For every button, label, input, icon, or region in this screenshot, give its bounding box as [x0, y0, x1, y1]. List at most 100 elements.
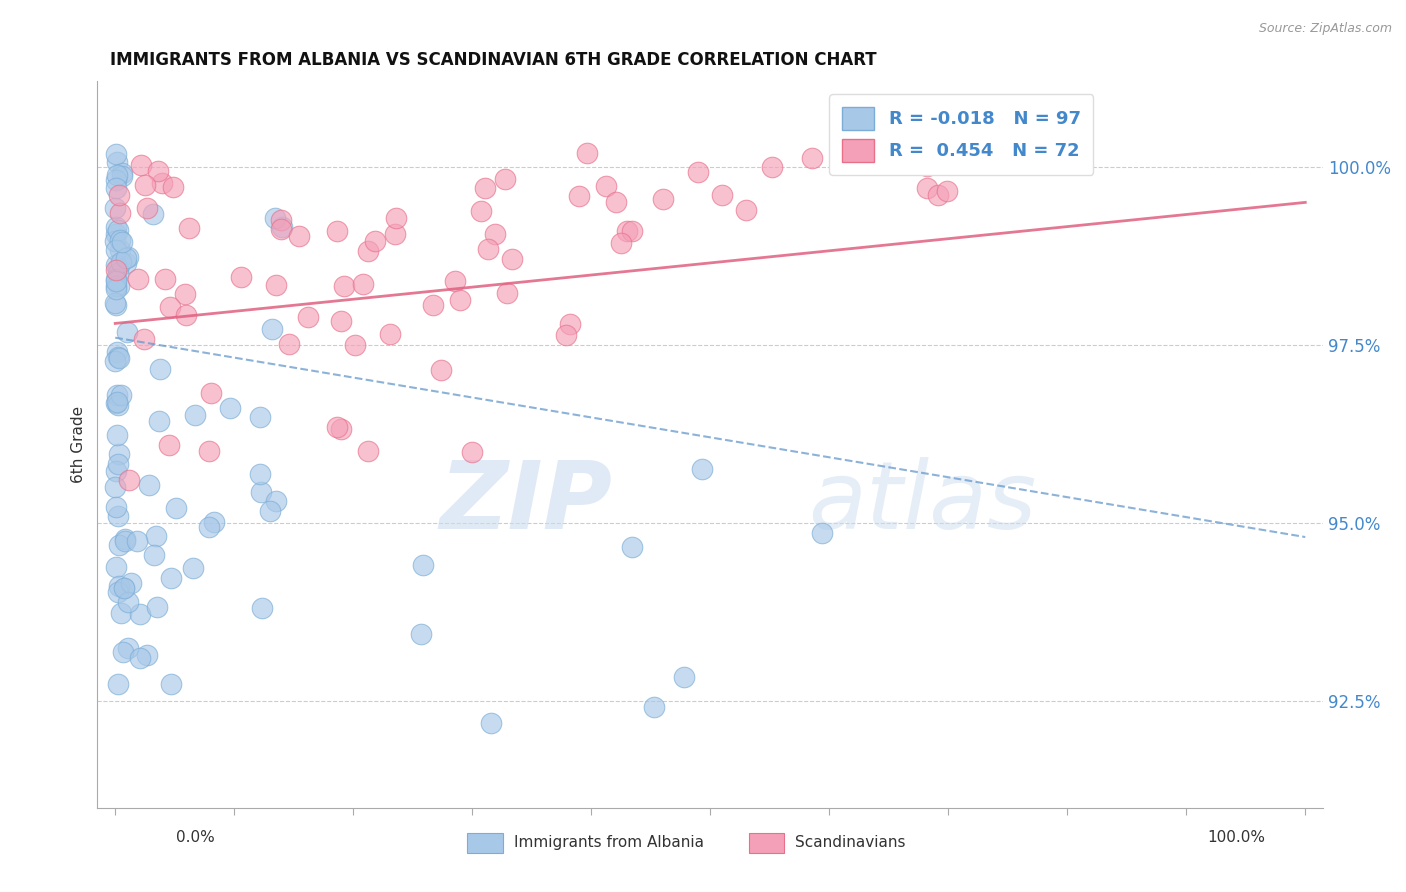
Point	[107, 350, 129, 364]
Point	[688, 165, 710, 179]
Point	[107, 677, 129, 691]
Point	[494, 172, 516, 186]
Point	[409, 626, 432, 640]
Point	[364, 234, 387, 248]
Point	[479, 716, 502, 731]
Point	[496, 285, 519, 300]
Point	[145, 529, 167, 543]
Point	[595, 179, 617, 194]
Point	[128, 650, 150, 665]
Point	[114, 534, 136, 549]
Point	[174, 308, 197, 322]
Point	[104, 263, 127, 277]
Point	[142, 207, 165, 221]
Text: 0.0%: 0.0%	[176, 830, 215, 845]
Point	[115, 325, 138, 339]
Point	[159, 300, 181, 314]
Point	[329, 422, 352, 436]
Point	[181, 560, 204, 574]
Point	[104, 500, 127, 514]
Point	[202, 515, 225, 529]
Point	[104, 227, 127, 242]
Point	[385, 211, 408, 226]
Text: atlas: atlas	[808, 457, 1036, 548]
Point	[422, 298, 444, 312]
Point	[110, 388, 132, 402]
Point	[118, 473, 141, 487]
Point	[105, 181, 128, 195]
Point	[107, 261, 129, 276]
Point	[474, 181, 496, 195]
Point	[108, 187, 131, 202]
Point	[114, 533, 136, 547]
Point	[198, 520, 221, 534]
Point	[112, 581, 135, 595]
Point	[115, 256, 138, 270]
Point	[330, 314, 353, 328]
Point	[143, 549, 166, 563]
Point	[104, 274, 127, 288]
Point	[129, 607, 152, 621]
Point	[127, 272, 149, 286]
Point	[264, 494, 287, 508]
Point	[449, 293, 471, 307]
Point	[107, 351, 129, 365]
Point	[264, 277, 287, 292]
Point	[249, 467, 271, 482]
Point	[915, 159, 938, 173]
Point	[177, 220, 200, 235]
Point	[120, 576, 142, 591]
Point	[610, 235, 633, 250]
Point	[107, 223, 129, 237]
Point	[105, 243, 128, 257]
Point	[108, 206, 131, 220]
Point	[105, 388, 128, 402]
Text: Source: ZipAtlas.com: Source: ZipAtlas.com	[1258, 22, 1392, 36]
Point	[104, 219, 127, 234]
Text: 100.0%: 100.0%	[1208, 830, 1265, 845]
Point	[114, 251, 136, 265]
Point	[430, 363, 453, 377]
Point	[104, 201, 127, 215]
Text: Scandinavians: Scandinavians	[796, 836, 905, 850]
Point	[107, 279, 129, 293]
Point	[278, 336, 301, 351]
Point	[605, 195, 627, 210]
Point	[621, 540, 644, 554]
Point	[270, 213, 292, 227]
Point	[107, 457, 129, 471]
Point	[576, 145, 599, 160]
Point	[136, 201, 159, 215]
Point	[461, 445, 484, 459]
Point	[105, 395, 128, 409]
Point	[146, 599, 169, 614]
Point	[104, 295, 127, 310]
Point	[200, 385, 222, 400]
Point	[711, 188, 734, 202]
Point	[761, 161, 783, 175]
Point	[470, 204, 492, 219]
Point	[105, 282, 128, 296]
Text: ZIP: ZIP	[439, 457, 612, 549]
Point	[112, 581, 135, 595]
Point	[110, 606, 132, 620]
Point	[690, 462, 713, 476]
Point	[105, 155, 128, 169]
Point	[157, 438, 180, 452]
Point	[108, 233, 131, 247]
Point	[108, 579, 131, 593]
Point	[107, 585, 129, 599]
Point	[643, 700, 665, 714]
Point	[484, 227, 506, 241]
Text: IMMIGRANTS FROM ALBANIA VS SCANDINAVIAN 6TH GRADE CORRELATION CHART: IMMIGRANTS FROM ALBANIA VS SCANDINAVIAN …	[110, 51, 876, 69]
Point	[616, 224, 638, 238]
Point	[107, 508, 129, 523]
Point	[184, 408, 207, 422]
Point	[927, 187, 949, 202]
Point	[104, 279, 127, 293]
Point	[558, 317, 581, 331]
Point	[104, 234, 127, 248]
Point	[252, 600, 274, 615]
Point	[104, 480, 127, 494]
Point	[108, 243, 131, 257]
